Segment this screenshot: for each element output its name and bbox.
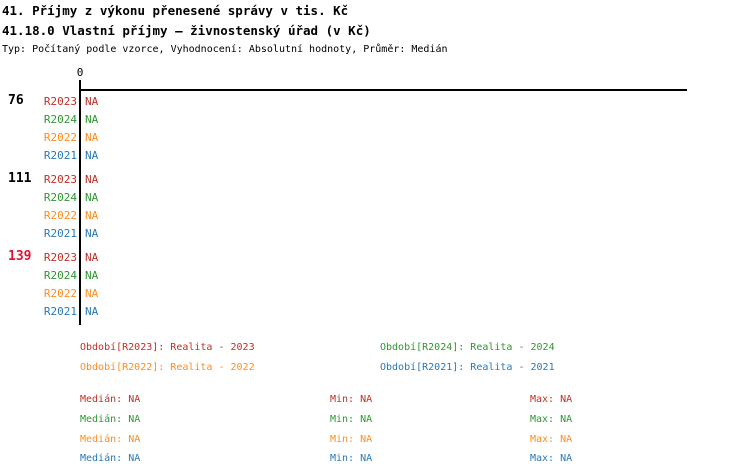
max-stat: Max: NA	[530, 393, 572, 406]
period-label: R2023	[43, 251, 77, 264]
value-label: NA	[85, 305, 99, 318]
min-label: Min:	[330, 394, 355, 405]
max-value: NA	[560, 394, 573, 405]
legend-entry-r2021: Období[R2021]: Realita - 2021	[380, 362, 555, 373]
value-label: NA	[85, 149, 99, 162]
min-value: NA	[360, 453, 373, 464]
min-label: Min:	[330, 453, 355, 464]
axis-zero-tick-label: 0	[76, 66, 84, 79]
min-value: NA	[360, 434, 373, 445]
value-label: NA	[85, 95, 99, 108]
median-stat: Medián: NA	[80, 393, 140, 406]
max-label: Max:	[530, 414, 555, 425]
value-label: NA	[85, 227, 99, 240]
median-label: Medián:	[80, 414, 123, 425]
min-label: Min:	[330, 414, 355, 425]
legend-entry-r2024: Období[R2024]: Realita - 2024	[380, 342, 555, 353]
chart-row: R2024 NA	[0, 269, 750, 282]
median-label: Medián:	[80, 394, 123, 405]
period-label: R2021	[43, 305, 77, 318]
max-label: Max:	[530, 394, 555, 405]
category-label: 111	[8, 171, 32, 186]
period-label: R2024	[43, 269, 77, 282]
median-stat: Medián: NA	[80, 413, 140, 426]
value-label: NA	[85, 131, 99, 144]
max-label: Max:	[530, 434, 555, 445]
period-label: R2022	[43, 209, 77, 222]
category-label: 139	[8, 249, 32, 264]
chart-row: R2022 NA	[0, 287, 750, 300]
chart-row: R2023 NA	[0, 95, 750, 108]
value-label: NA	[85, 113, 99, 126]
legend-entry-r2023: Období[R2023]: Realita - 2023	[80, 342, 255, 353]
median-stat: Medián: NA	[80, 452, 140, 465]
period-label: R2024	[43, 191, 77, 204]
max-label: Max:	[530, 453, 555, 464]
category-label: 76	[8, 93, 24, 108]
median-value: NA	[128, 434, 141, 445]
chart-subtitle: 41.18.0 Vlastní příjmy – živnostenský úř…	[2, 23, 371, 38]
min-value: NA	[360, 394, 373, 405]
median-label: Medián:	[80, 453, 123, 464]
max-value: NA	[560, 434, 573, 445]
chart-title: 41. Příjmy z výkonu přenesené správy v t…	[2, 3, 349, 18]
legend-entry-r2022: Období[R2022]: Realita - 2022	[80, 362, 255, 373]
value-label: NA	[85, 287, 99, 300]
chart-row: R2021 NA	[0, 305, 750, 318]
period-label: R2023	[43, 95, 77, 108]
value-label: NA	[85, 191, 99, 204]
median-stat: Medián: NA	[80, 433, 140, 446]
chart-row: R2023 NA	[0, 173, 750, 186]
period-label: R2021	[43, 149, 77, 162]
min-stat: Min: NA	[330, 393, 372, 406]
median-value: NA	[128, 394, 141, 405]
period-label: R2022	[43, 131, 77, 144]
period-label: R2022	[43, 287, 77, 300]
period-label: R2021	[43, 227, 77, 240]
min-value: NA	[360, 414, 373, 425]
chart-row: R2021 NA	[0, 149, 750, 162]
median-value: NA	[128, 414, 141, 425]
value-label: NA	[85, 209, 99, 222]
axis-zero-line	[79, 80, 81, 325]
min-stat: Min: NA	[330, 413, 372, 426]
min-stat: Min: NA	[330, 452, 372, 465]
max-value: NA	[560, 414, 573, 425]
max-stat: Max: NA	[530, 413, 572, 426]
period-label: R2024	[43, 113, 77, 126]
chart-meta: Typ: Počítaný podle vzorce, Vyhodnocení:…	[2, 44, 448, 55]
chart-row: R2022 NA	[0, 131, 750, 144]
max-stat: Max: NA	[530, 452, 572, 465]
value-label: NA	[85, 269, 99, 282]
min-stat: Min: NA	[330, 433, 372, 446]
value-label: NA	[85, 251, 99, 264]
median-value: NA	[128, 453, 141, 464]
max-stat: Max: NA	[530, 433, 572, 446]
axis-baseline	[79, 89, 687, 91]
chart-row: R2024 NA	[0, 113, 750, 126]
median-label: Medián:	[80, 434, 123, 445]
min-label: Min:	[330, 434, 355, 445]
chart-row: R2021 NA	[0, 227, 750, 240]
max-value: NA	[560, 453, 573, 464]
chart-row: R2022 NA	[0, 209, 750, 222]
chart-row: R2023 NA	[0, 251, 750, 264]
value-label: NA	[85, 173, 99, 186]
period-label: R2023	[43, 173, 77, 186]
chart-row: R2024 NA	[0, 191, 750, 204]
